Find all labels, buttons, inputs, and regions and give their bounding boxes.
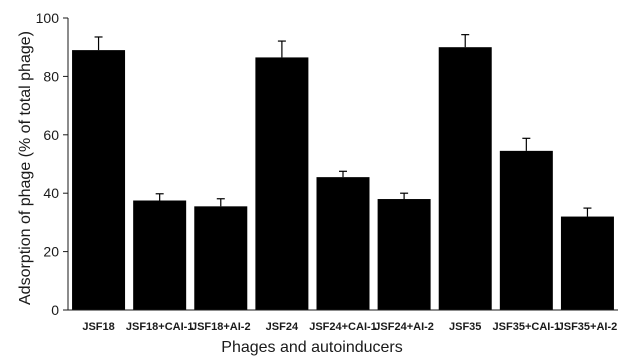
y-tick-label: 80 [43,68,59,84]
x-category-label: JSF24 [266,321,299,333]
y-tick-label: 20 [43,244,59,260]
bar [72,50,126,311]
x-axis-title: Phages and autoinducers [221,339,402,356]
x-category-label: JSF24+CAI-1 [309,321,377,333]
x-category-label: JSF35+AI-2 [558,321,618,333]
x-category-label: JSF18+AI-2 [191,321,251,333]
y-tick-label: 60 [43,127,59,143]
bar [377,199,431,310]
bar [316,177,370,310]
bar [560,216,614,310]
x-category-label: JSF18+CAI-1 [126,321,194,333]
x-category-label: JSF18 [82,321,114,333]
y-tick-label: 100 [36,10,60,26]
y-ticks-group: 0 20 40 60 80 100 [36,10,68,318]
bars-group [72,47,614,311]
x-category-label: JSF35 [449,321,481,333]
bar [255,57,309,310]
bar [133,200,187,310]
y-axis-title: Adsorption of phage (% of total phage) [17,31,34,305]
error-bars-group [94,34,592,217]
bar [499,150,553,310]
bar [194,206,248,310]
bar [438,47,492,310]
x-category-label: JSF24+AI-2 [374,321,434,333]
y-tick-label: 40 [43,185,59,201]
x-category-label: JSF35+CAI-1 [493,321,561,333]
y-tick-label: 0 [51,302,59,318]
